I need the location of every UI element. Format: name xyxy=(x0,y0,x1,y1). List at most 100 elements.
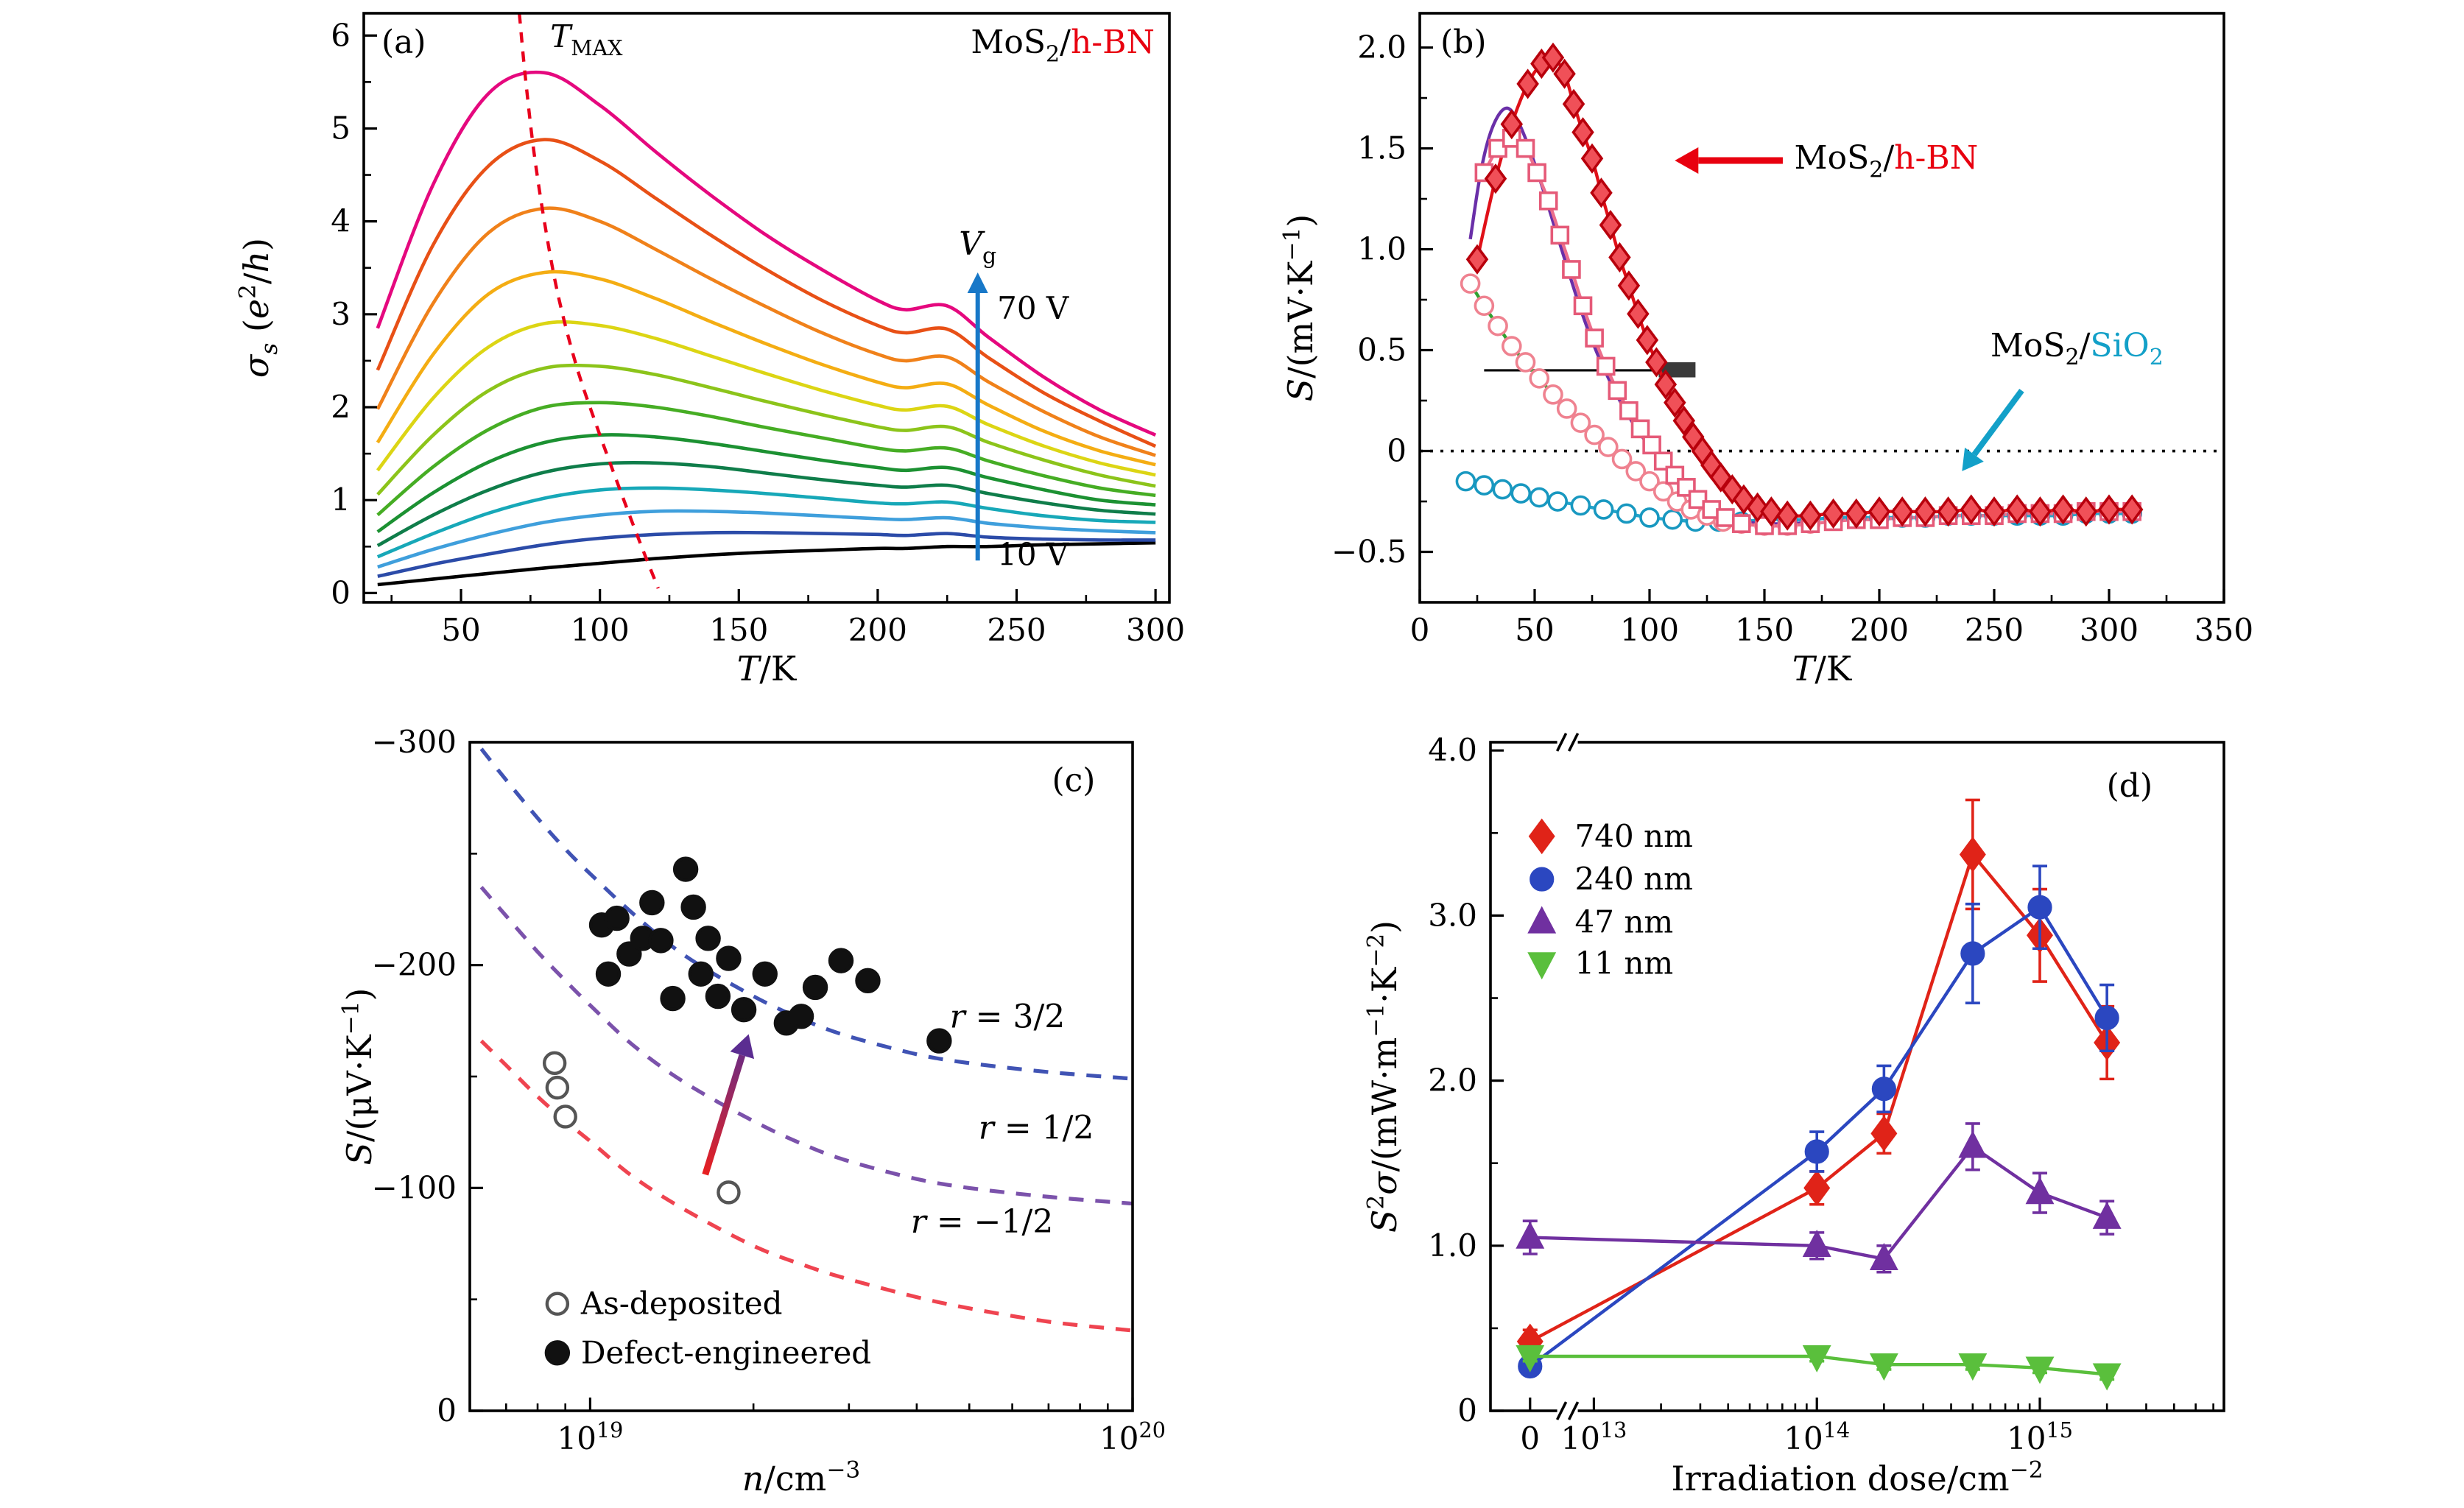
y-tick-label: 6 xyxy=(331,17,351,53)
panel-d: 0 1.0 2.0 3.0 4.0 0 1013 1014 1015 740 nm 240 nm 47… xyxy=(1281,729,2283,1507)
y-tick-label: 2.0 xyxy=(1428,1063,1477,1099)
x-tick-label: 300 xyxy=(2080,612,2139,648)
series-line-740nm xyxy=(1529,850,2109,1343)
panel-d-series xyxy=(1516,798,2122,1391)
x-tick-zero: 0 xyxy=(1520,1420,1540,1456)
panel-a-axes: 50 100 150 200 250 300 0 1 2 3 4 5 6 xyxy=(331,12,1185,648)
y-tick-label: −0.5 xyxy=(1331,534,1407,570)
conductivity-curve-4 xyxy=(376,460,1156,548)
panel-c-ylabel: S/(μV·K−1) xyxy=(338,988,379,1166)
panel-c-content: r = 3/2 r = 1/2 r = −1/2 xyxy=(479,747,1133,1333)
y-tick-label: 2.0 xyxy=(1357,29,1407,66)
panel-b-chart: 0 50 100 150 200 250 300 350 −0.5 0 0.5 1.0 1.5 2.0 (b… xyxy=(1279,12,2253,688)
panel-b-ylabel: S/(mV·K−1) xyxy=(1279,214,1320,402)
legend-240nm: 240 nm xyxy=(1575,861,1693,897)
panel-a-chart: 50 100 150 200 250 300 0 1 2 3 4 5 6 (a) MoS2/h-BN TMAX… xyxy=(235,12,1185,688)
x-tick-label: 150 xyxy=(709,612,768,648)
r-curve-0 xyxy=(479,747,1133,1081)
x-tick-10e15: 1015 xyxy=(2007,1417,2073,1456)
conductivity-curve-5 xyxy=(376,433,1156,534)
markers-11nm xyxy=(1516,1345,2122,1391)
conductivity-curve-10 xyxy=(376,206,1156,457)
conductivity-curve-9 xyxy=(376,269,1156,467)
panel-a-xlabel: T/K xyxy=(737,649,798,688)
r-curve-label-1: r = 1/2 xyxy=(979,1110,1094,1147)
x-tick-10e14: 1014 xyxy=(1784,1417,1850,1456)
y-tick-label: 0 xyxy=(437,1392,457,1428)
y-tick-label: 1.0 xyxy=(1428,1227,1477,1264)
panel-d-xlabel: Irradiation dose/cm−2 xyxy=(1671,1457,2043,1498)
panel-a-label: (a) xyxy=(381,24,426,61)
panel-d-ylabel: S2σ/(mW·m−1·K−2) xyxy=(1363,920,1404,1233)
y-tick-label: 0 xyxy=(1457,1392,1477,1428)
x-tick-label: 200 xyxy=(1850,612,1909,648)
markers-47nm xyxy=(1516,1130,2122,1270)
mos2-hbn-diamonds-markers xyxy=(1465,42,2144,531)
series-line-240nm xyxy=(1529,905,2109,1368)
panel-b-label: (b) xyxy=(1440,24,1487,61)
panel-d-label: (d) xyxy=(2107,767,2153,805)
panel-d-x-axis: 0 1013 1014 1015 xyxy=(1520,733,2214,1456)
y-tick-label: 0.5 xyxy=(1357,332,1407,368)
panel-b-xlabel: T/K xyxy=(1792,649,1853,688)
panel-c-chart: r = 3/2 r = 1/2 r = −1/2 1019 1020 0 −100 −200 −… xyxy=(338,729,1166,1498)
panel-a-series xyxy=(376,13,1157,589)
x-tick-label: 100 xyxy=(1620,612,1679,648)
y-tick-label: 3.0 xyxy=(1428,897,1477,933)
panel-d-legend: 740 nm 240 nm 47 nm 11 nm xyxy=(1527,818,1693,981)
conductivity-curve-11 xyxy=(376,138,1157,448)
y-tick-label: 5 xyxy=(331,110,351,146)
conductivity-curve-12 xyxy=(376,70,1157,437)
y-tick-label: 0 xyxy=(1387,433,1407,469)
panel-a-title: MoS2/h-BN xyxy=(971,24,1155,67)
r-curve-label-0: r = 3/2 xyxy=(950,998,1066,1035)
legend-as-deposited: As-deposited xyxy=(580,1286,783,1322)
x-tick-label: 200 xyxy=(848,612,907,648)
y-tick-label: 4 xyxy=(331,203,351,239)
vg-bottom-value: 10 V xyxy=(997,537,1069,573)
panel-c: r = 3/2 r = 1/2 r = −1/2 1019 1020 0 −100 −200 −… xyxy=(236,729,1237,1507)
r-curve-label-2: r = −1/2 xyxy=(911,1203,1054,1241)
panel-b: 0 50 100 150 200 250 300 350 −0.5 0 0.5 1.0 1.5 2.0 (b… xyxy=(1252,0,2283,729)
r-curve-1 xyxy=(479,886,1133,1206)
panel-d-axes: 0 1.0 2.0 3.0 4.0 xyxy=(1428,732,2225,1428)
x-tick-label: 350 xyxy=(2194,612,2253,648)
conductivity-curve-1 xyxy=(377,530,1156,578)
hbn-annotation-label: MoS2/h-BN xyxy=(1795,139,1979,183)
vg-top-value: 70 V xyxy=(997,290,1069,326)
x-tick-label: 100 xyxy=(571,612,630,648)
y-tick-label: 2 xyxy=(331,389,351,425)
conductivity-curve-8 xyxy=(376,320,1156,477)
panel-b-annotations: (b) MoS2/h-BN MoS2/SiO2 xyxy=(1440,24,2164,471)
x-tick-label: 300 xyxy=(1126,612,1185,648)
y-tick-label: −100 xyxy=(372,1169,457,1205)
x-tick-label: 250 xyxy=(987,612,1046,648)
y-tick-label: 4.0 xyxy=(1428,732,1477,768)
y-tick-label: 1.0 xyxy=(1357,231,1407,267)
vg-label: Vg xyxy=(959,225,996,269)
panel-d-chart: 0 1.0 2.0 3.0 4.0 0 1013 1014 1015 740 nm 240 nm 47… xyxy=(1363,732,2225,1498)
y-tick-label: −300 xyxy=(372,729,457,760)
x-tick-label: 0 xyxy=(1410,612,1430,648)
panel-a: 50 100 150 200 250 300 0 1 2 3 4 5 6 (a) MoS2/h-BN TMAX… xyxy=(147,0,1222,729)
panel-c-legend: As-deposited Defect-engineered xyxy=(544,1286,871,1370)
conductivity-curve-2 xyxy=(377,509,1156,569)
x-tick-label: 150 xyxy=(1735,612,1794,648)
x-tick-10e13: 1013 xyxy=(1561,1417,1627,1456)
r-curve-2 xyxy=(479,1039,1133,1333)
conductivity-curve-7 xyxy=(376,363,1156,496)
y-tick-label: −200 xyxy=(372,947,457,983)
as-deposited-points xyxy=(542,1051,741,1205)
y-tick-label: 1.5 xyxy=(1357,130,1407,166)
panel-b-series xyxy=(1420,42,2224,536)
x-tick-label: 1019 xyxy=(557,1417,623,1456)
x-tick-label: 50 xyxy=(1515,612,1554,648)
panel-a-ylabel: σs (e2/h) xyxy=(235,238,283,378)
conductivity-curve-6 xyxy=(376,401,1156,517)
panel-c-label: (c) xyxy=(1052,762,1095,800)
legend-740nm: 740 nm xyxy=(1575,818,1693,854)
conductivity-curve-0 xyxy=(377,540,1156,587)
x-tick-label: 1020 xyxy=(1099,1417,1166,1456)
